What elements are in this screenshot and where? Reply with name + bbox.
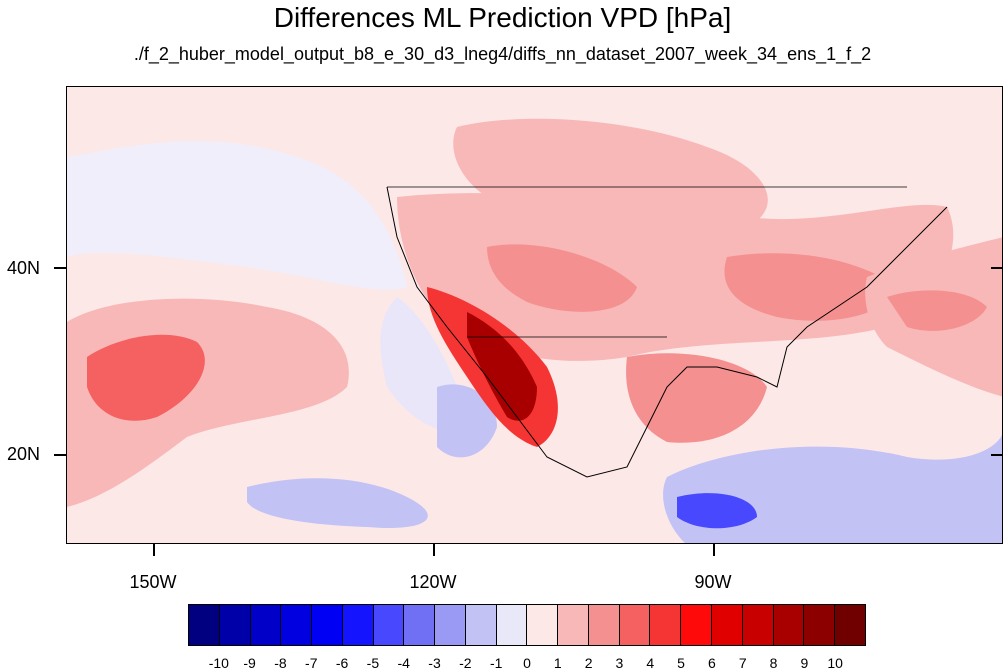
colorbar-label: -6	[335, 655, 349, 671]
colorbar-cell	[650, 605, 682, 645]
colorbar-label: 10	[827, 655, 843, 671]
colorbar-cell	[835, 605, 865, 645]
colorbar-cell	[435, 605, 466, 645]
y-tick-40n-right	[991, 267, 1003, 269]
colorbar-cell	[465, 605, 497, 645]
colorbar-cell	[588, 605, 620, 645]
lat-label-20n: 20N	[6, 444, 40, 464]
x-tick-150w	[153, 544, 155, 556]
anomaly-blue-east-pacific-patch	[437, 384, 497, 458]
colorbar-cell	[558, 605, 589, 645]
colorbar-label: -7	[305, 655, 318, 671]
anomaly-light-blue-north-pacific	[67, 141, 407, 290]
colorbar-cell	[373, 605, 405, 645]
colorbar-label: 7	[738, 655, 747, 671]
lon-label-90w: 90W	[694, 572, 732, 592]
colorbar-cell	[189, 605, 220, 645]
colorbar-cell	[281, 605, 313, 645]
colorbar-label: 3	[615, 655, 624, 671]
colorbar-label: -1	[489, 655, 503, 671]
colorbar-label: -10	[208, 655, 229, 671]
anomaly-red-hawaii-region	[87, 334, 205, 421]
colorbar-cell	[804, 605, 836, 645]
colorbar-label: -8	[274, 655, 287, 671]
anomaly-red-atlantic	[887, 290, 987, 331]
colorbar-cell	[250, 605, 282, 645]
colorbar-label: -9	[243, 655, 256, 671]
colorbar-label: 5	[677, 655, 685, 671]
colorbar-cell	[527, 605, 559, 645]
colorbar-cell	[219, 605, 251, 645]
y-tick-20n-left	[54, 454, 66, 456]
colorbar-label: 4	[646, 655, 655, 671]
colorbar-label: 0	[523, 655, 531, 671]
anomaly-red-great-plains	[487, 244, 637, 312]
colorbar-label: 9	[800, 655, 809, 671]
y-tick-20n-right	[991, 454, 1003, 456]
colorbar	[188, 604, 866, 646]
colorbar-label: -5	[366, 655, 380, 671]
y-tick-40n-left	[54, 267, 66, 269]
colorbar-cell	[404, 605, 436, 645]
colorbar-label: 6	[708, 655, 716, 671]
coastline-north-america	[386, 186, 948, 478]
x-tick-90w	[713, 544, 715, 556]
colorbar-cell	[773, 605, 805, 645]
colorbar-label: -3	[428, 655, 441, 671]
colorbar-cell	[496, 605, 528, 645]
anomaly-darkred-southwest	[467, 312, 537, 421]
anomaly-blue-central-america	[677, 493, 757, 529]
map-title: Differences ML Prediction VPD [hPa]	[273, 2, 732, 33]
anomaly-red-eastern-us	[724, 253, 897, 321]
lon-label-150w: 150W	[129, 572, 177, 592]
x-tick-120w	[433, 544, 435, 556]
colorbar-label: 2	[584, 655, 593, 671]
anomaly-blue-south-band	[247, 478, 428, 528]
colorbar-cell	[312, 605, 343, 645]
colorbar-cell	[742, 605, 774, 645]
map-panel	[66, 86, 1003, 544]
colorbar-cell	[681, 605, 713, 645]
colorbar-label: -4	[397, 655, 410, 671]
colorbar-cell	[619, 605, 651, 645]
colorbar-label: 1	[553, 655, 562, 671]
colorbar-label: -2	[459, 655, 472, 671]
map-subtitle: ./f_2_huber_model_output_b8_e_30_d3_lneg…	[133, 44, 872, 64]
colorbar-label: 8	[769, 655, 778, 671]
lon-label-120w: 120W	[409, 572, 457, 592]
lat-label-40n: 40N	[6, 258, 40, 278]
colorbar-cell	[712, 605, 743, 645]
anomaly-pink-gulf-mexico	[626, 353, 767, 443]
colorbar-cell	[342, 605, 374, 645]
vpd-difference-field	[67, 118, 1002, 543]
